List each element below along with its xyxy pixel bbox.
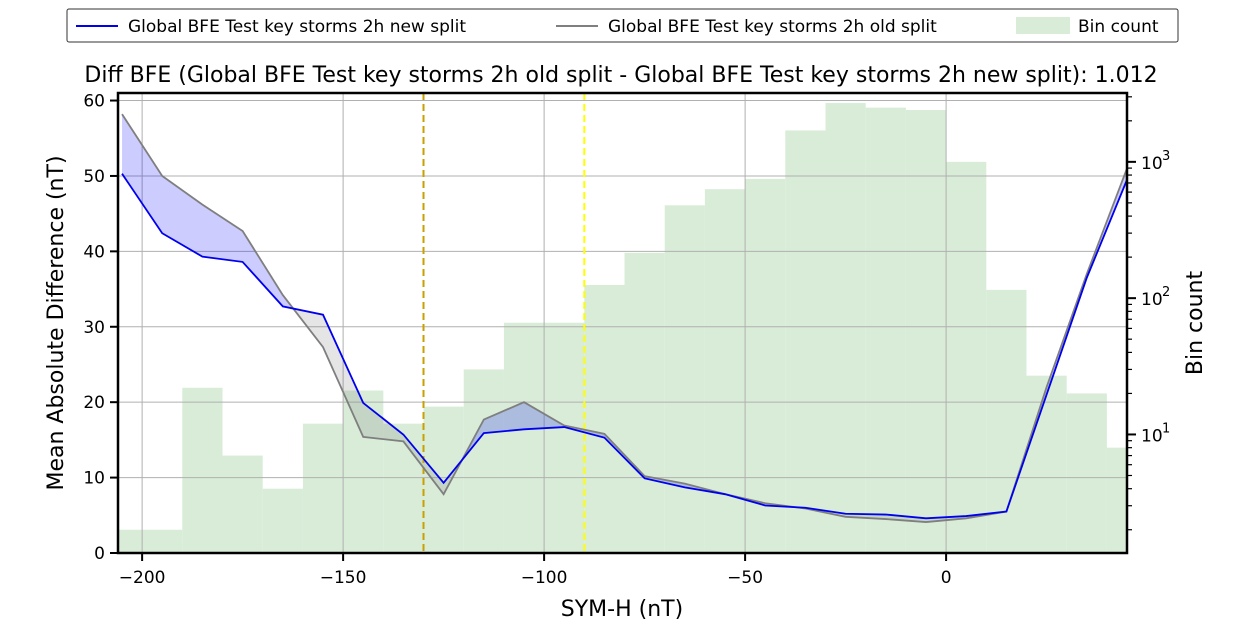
y-axis-ticks: 0 10 20 30 40 50 60 — [83, 92, 118, 564]
y-tick-label: 0 — [94, 544, 105, 564]
difference-fill — [795, 507, 1007, 523]
y-tick-label: 30 — [83, 318, 105, 338]
legend-frame — [66, 8, 1179, 43]
x-tick-label: −50 — [727, 568, 763, 588]
y2-tick-exponent: 1 — [1162, 421, 1170, 436]
plot-frame — [116, 91, 1129, 555]
series-lines — [121, 113, 1128, 523]
histogram-bar — [118, 529, 183, 553]
difference-fill — [1006, 168, 1127, 512]
legend-label-bin-count: Bin count — [1078, 17, 1159, 37]
histogram-bar — [343, 390, 384, 553]
series-line-old-split — [121, 113, 1128, 523]
difference-fill — [293, 308, 462, 495]
series-line-new-split — [121, 173, 1128, 520]
histogram-bar — [745, 178, 786, 554]
histogram-bar — [503, 322, 545, 553]
histogram-bar — [584, 284, 625, 553]
difference-fills — [122, 114, 1127, 523]
x-axis-label: SYM-H (nT) — [561, 597, 683, 622]
histogram-bar — [1106, 447, 1127, 553]
histogram-bar — [624, 252, 665, 553]
histogram-bar — [1066, 393, 1107, 553]
y-tick-label: 60 — [83, 92, 105, 112]
y-tick-label: 40 — [83, 242, 105, 262]
histogram-bar — [905, 110, 947, 554]
histogram-bar — [182, 387, 223, 553]
histogram-bar — [463, 369, 504, 553]
y2-tick-exponent: 3 — [1162, 149, 1170, 164]
histogram-bar — [664, 205, 705, 553]
histogram-bar — [785, 130, 826, 553]
x-tick-label: −200 — [119, 568, 166, 588]
histogram-bar — [423, 406, 464, 553]
legend-label-old-split: Global BFE Test key storms 2h old split — [608, 17, 937, 37]
x-tick-label: 0 — [941, 568, 952, 588]
y2-tick-exponent: 2 — [1162, 285, 1170, 300]
histogram-bar — [262, 488, 303, 553]
legend-label-new-split: Global BFE Test key storms 2h new split — [128, 17, 466, 37]
y-tick-label: 50 — [83, 167, 105, 187]
y2-tick-label: 10 — [1141, 290, 1163, 310]
y-axis-label: Mean Absolute Difference (nT) — [44, 155, 69, 490]
x-tick-label: −100 — [521, 568, 568, 588]
y-tick-label: 20 — [83, 393, 105, 413]
histogram-bar — [946, 161, 987, 553]
histogram-bar — [383, 423, 424, 553]
y2-tick-label: 10 — [1141, 154, 1163, 174]
y2-tick-label: 10 — [1141, 426, 1163, 446]
chart-title: Diff BFE (Global BFE Test key storms 2h … — [84, 63, 1157, 88]
x-axis-ticks: −200 −150 −100 −50 0 — [119, 553, 952, 588]
histogram-bar — [222, 455, 263, 553]
legend-swatch-bin-count — [1016, 17, 1070, 34]
y2-axis-label: Bin count — [1183, 271, 1208, 376]
difference-fill — [122, 114, 294, 309]
histogram-bar — [302, 423, 344, 553]
histogram-bar — [825, 103, 866, 553]
legend: Global BFE Test key storms 2h new split … — [66, 8, 1179, 43]
y-tick-label: 10 — [83, 469, 105, 489]
histogram-bar — [1026, 375, 1067, 553]
x-tick-label: −150 — [320, 568, 367, 588]
histogram-bar — [544, 322, 585, 553]
histogram-bars — [118, 103, 1127, 554]
histogram-bar — [865, 107, 906, 553]
